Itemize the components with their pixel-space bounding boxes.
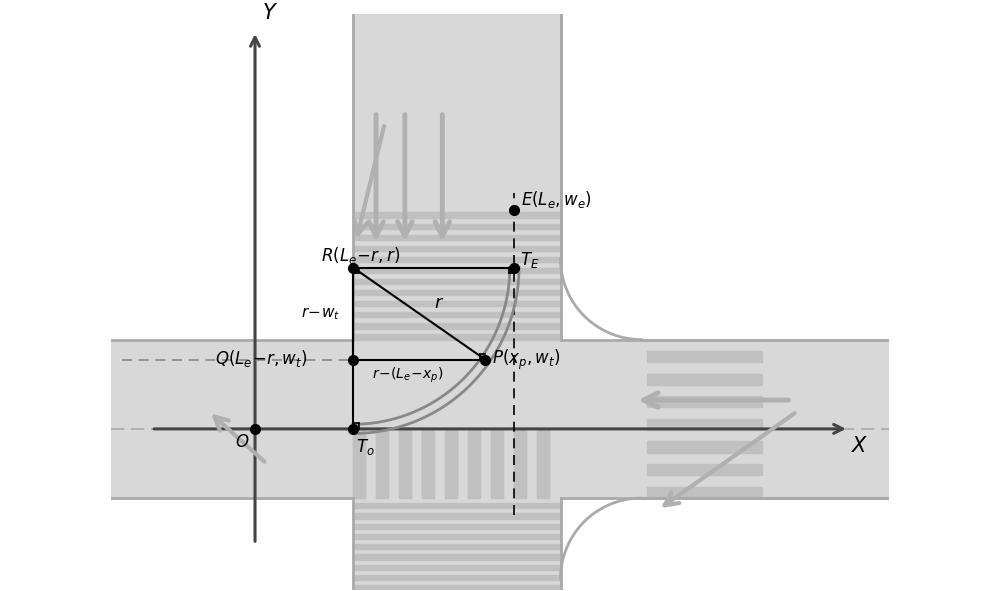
Polygon shape <box>647 374 762 385</box>
Polygon shape <box>353 544 561 549</box>
Polygon shape <box>353 534 561 539</box>
Polygon shape <box>353 312 561 317</box>
Polygon shape <box>399 429 411 498</box>
Polygon shape <box>353 301 561 306</box>
Text: $T_o$: $T_o$ <box>356 437 375 457</box>
Polygon shape <box>468 429 480 498</box>
Polygon shape <box>445 429 457 498</box>
Polygon shape <box>353 223 561 229</box>
Polygon shape <box>647 419 762 430</box>
Polygon shape <box>353 246 561 251</box>
Polygon shape <box>111 340 889 498</box>
Polygon shape <box>468 430 480 498</box>
Polygon shape <box>537 430 549 498</box>
Text: $P(x_p,w_t)$: $P(x_p,w_t)$ <box>492 348 561 372</box>
Text: $R(L_e\!-\!r,r)$: $R(L_e\!-\!r,r)$ <box>321 245 401 265</box>
Polygon shape <box>353 14 561 590</box>
Polygon shape <box>514 429 526 498</box>
Polygon shape <box>353 554 561 560</box>
Polygon shape <box>353 429 365 498</box>
Polygon shape <box>376 430 388 498</box>
Polygon shape <box>353 268 561 273</box>
Polygon shape <box>353 235 561 240</box>
Polygon shape <box>353 564 561 570</box>
Polygon shape <box>353 290 561 296</box>
Polygon shape <box>353 575 561 580</box>
Polygon shape <box>353 503 561 508</box>
Polygon shape <box>647 351 762 362</box>
Text: $r\!-\!(L_e\!-\!x_p)$: $r\!-\!(L_e\!-\!x_p)$ <box>372 365 443 385</box>
Polygon shape <box>491 430 503 498</box>
Text: $Y$: $Y$ <box>262 2 278 22</box>
Polygon shape <box>647 441 762 453</box>
Text: $r\!-\!w_t$: $r\!-\!w_t$ <box>301 306 340 322</box>
Polygon shape <box>647 487 762 498</box>
Text: $O$: $O$ <box>235 433 249 452</box>
Polygon shape <box>376 429 388 498</box>
Polygon shape <box>514 430 526 498</box>
Text: $Q(L_e\!-\!r,w_t)$: $Q(L_e\!-\!r,w_t)$ <box>215 348 307 369</box>
Polygon shape <box>353 323 561 329</box>
Text: $X$: $X$ <box>851 436 869 456</box>
Polygon shape <box>491 429 503 498</box>
Polygon shape <box>353 524 561 529</box>
Polygon shape <box>353 256 561 262</box>
Polygon shape <box>537 429 549 498</box>
Text: $E(L_e,w_e)$: $E(L_e,w_e)$ <box>521 189 592 210</box>
Polygon shape <box>353 430 365 498</box>
Text: $r$: $r$ <box>434 294 444 312</box>
Polygon shape <box>647 464 762 475</box>
Polygon shape <box>353 514 561 518</box>
Polygon shape <box>399 430 411 498</box>
Polygon shape <box>445 430 457 498</box>
Polygon shape <box>353 585 561 590</box>
Text: $T_E$: $T_E$ <box>520 249 540 269</box>
Polygon shape <box>422 429 434 498</box>
Polygon shape <box>422 430 434 498</box>
Polygon shape <box>647 396 762 407</box>
Polygon shape <box>353 279 561 284</box>
Polygon shape <box>353 213 561 218</box>
Polygon shape <box>353 334 561 340</box>
